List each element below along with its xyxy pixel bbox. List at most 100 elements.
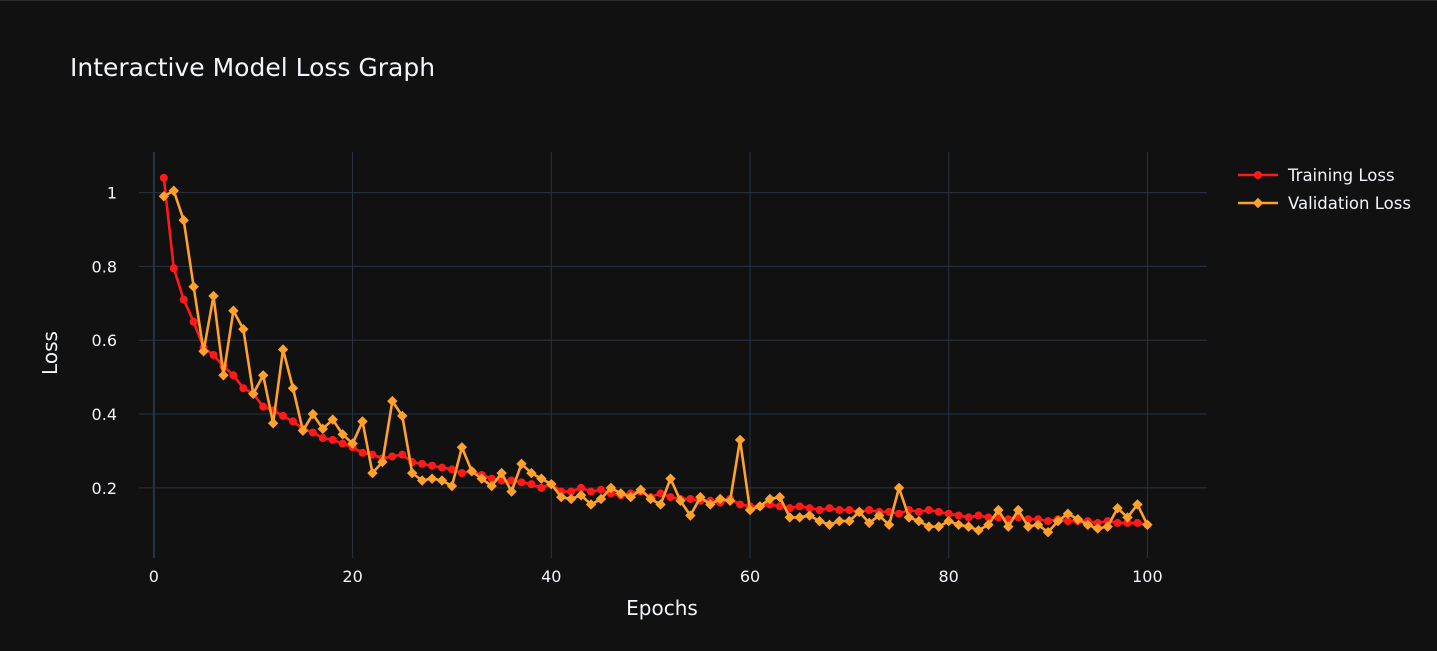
data-point[interactable]	[845, 506, 854, 515]
data-point[interactable]	[1092, 523, 1103, 534]
data-point[interactable]	[1063, 517, 1072, 526]
data-point[interactable]	[387, 395, 398, 407]
data-point[interactable]	[944, 509, 953, 518]
data-point[interactable]	[865, 506, 874, 515]
data-point[interactable]	[775, 502, 784, 511]
data-point[interactable]	[934, 507, 943, 516]
data-point[interactable]	[546, 478, 557, 490]
data-point[interactable]	[695, 491, 706, 503]
data-point[interactable]	[964, 513, 973, 522]
data-point[interactable]	[596, 485, 605, 494]
series-line[interactable]	[163, 189, 1149, 534]
data-point[interactable]	[685, 510, 696, 521]
data-point[interactable]	[259, 402, 268, 411]
data-point[interactable]	[834, 515, 845, 527]
data-point[interactable]	[496, 467, 507, 479]
series-line[interactable]	[162, 177, 1148, 527]
data-point[interactable]	[615, 488, 627, 499]
data-point[interactable]	[169, 264, 178, 273]
data-point[interactable]	[527, 480, 536, 489]
data-point[interactable]	[825, 504, 834, 513]
data-point[interactable]	[765, 500, 774, 509]
data-point[interactable]	[804, 510, 815, 521]
data-point[interactable]	[914, 507, 923, 516]
data-point[interactable]	[1122, 512, 1133, 523]
data-point[interactable]	[567, 487, 576, 496]
data-point[interactable]	[883, 519, 895, 530]
data-point[interactable]	[1062, 508, 1074, 519]
data-point[interactable]	[208, 290, 219, 302]
data-point[interactable]	[1123, 518, 1132, 527]
data-point[interactable]	[476, 473, 487, 484]
data-point[interactable]	[179, 295, 188, 304]
data-point[interactable]	[267, 418, 279, 429]
data-point[interactable]	[835, 506, 844, 515]
data-point[interactable]	[666, 493, 675, 502]
legend[interactable]: Training Loss Validation Loss	[1238, 166, 1411, 213]
data-point[interactable]	[447, 465, 456, 474]
data-point[interactable]	[297, 425, 309, 436]
data-point[interactable]	[645, 493, 656, 505]
data-point[interactable]	[575, 490, 587, 501]
data-point[interactable]	[656, 489, 665, 498]
data-point[interactable]	[686, 494, 695, 503]
data-point[interactable]	[1093, 518, 1102, 527]
data-point[interactable]	[595, 493, 607, 505]
data-point[interactable]	[795, 502, 804, 511]
data-point[interactable]	[279, 411, 288, 420]
data-point[interactable]	[388, 452, 397, 461]
data-point[interactable]	[625, 491, 636, 503]
data-point[interactable]	[1022, 521, 1034, 532]
data-point[interactable]	[587, 487, 596, 496]
legend-item[interactable]: Training Loss	[1238, 166, 1395, 185]
data-point[interactable]	[924, 506, 933, 515]
data-point[interactable]	[1082, 519, 1093, 530]
data-point[interactable]	[993, 504, 1004, 516]
data-point[interactable]	[705, 499, 716, 510]
series-training-loss[interactable]	[159, 173, 1152, 529]
series-validation-loss[interactable]	[158, 185, 1153, 538]
data-point[interactable]	[923, 521, 935, 532]
data-point[interactable]	[159, 173, 168, 182]
data-point[interactable]	[248, 388, 259, 399]
data-point[interactable]	[446, 480, 458, 492]
data-point[interactable]	[577, 483, 586, 492]
data-point[interactable]	[824, 519, 835, 530]
data-point[interactable]	[1042, 526, 1054, 538]
data-point[interactable]	[784, 512, 795, 523]
data-point[interactable]	[565, 493, 577, 505]
data-point[interactable]	[556, 491, 567, 503]
data-point[interactable]	[506, 486, 517, 497]
data-point[interactable]	[418, 459, 427, 468]
data-point[interactable]	[337, 429, 348, 440]
data-point[interactable]	[338, 439, 347, 448]
data-point[interactable]	[1044, 517, 1053, 526]
data-point[interactable]	[903, 512, 915, 523]
data-point[interactable]	[456, 442, 468, 453]
data-point[interactable]	[347, 438, 358, 449]
data-point[interactable]	[358, 448, 367, 457]
data-point[interactable]	[1113, 518, 1122, 527]
data-point[interactable]	[655, 499, 666, 510]
data-point[interactable]	[983, 519, 994, 530]
data-point[interactable]	[1133, 518, 1142, 527]
data-point[interactable]	[1142, 519, 1153, 530]
data-point[interactable]	[605, 482, 617, 494]
data-point[interactable]	[1013, 504, 1024, 516]
data-point[interactable]	[665, 473, 676, 484]
data-point[interactable]	[287, 383, 299, 394]
data-point[interactable]	[724, 495, 736, 506]
data-point[interactable]	[1102, 521, 1113, 532]
data-point[interactable]	[537, 483, 546, 492]
data-point[interactable]	[933, 521, 944, 532]
data-point[interactable]	[318, 434, 327, 443]
data-point[interactable]	[754, 501, 766, 512]
data-point[interactable]	[1003, 521, 1014, 532]
data-point[interactable]	[178, 215, 189, 226]
data-point[interactable]	[844, 515, 855, 527]
data-point[interactable]	[954, 511, 963, 520]
data-point[interactable]	[675, 495, 686, 506]
data-point[interactable]	[585, 499, 597, 510]
data-point[interactable]	[288, 417, 297, 426]
data-point[interactable]	[963, 521, 974, 532]
